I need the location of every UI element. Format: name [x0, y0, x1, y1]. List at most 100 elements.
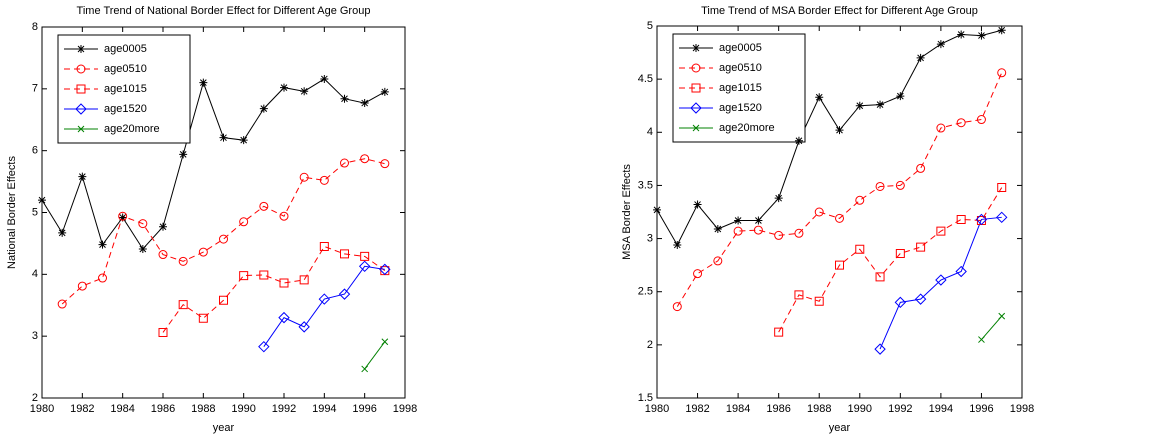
marker	[855, 244, 865, 254]
marker	[318, 293, 331, 305]
marker	[774, 194, 783, 203]
marker	[653, 205, 661, 214]
marker	[320, 74, 329, 83]
marker	[319, 242, 329, 252]
marker	[895, 248, 905, 258]
y-tick-label: 3.5	[638, 179, 653, 191]
legend-label: age1015	[104, 83, 147, 95]
marker	[199, 78, 208, 87]
legend-label: age0005	[104, 43, 147, 55]
x-tick-label: 1986	[151, 403, 175, 415]
marker	[78, 172, 87, 181]
x-tick-label: 1982	[70, 403, 94, 415]
marker	[361, 365, 369, 373]
marker	[875, 181, 885, 191]
marker	[896, 92, 905, 101]
legend-marker	[692, 124, 700, 132]
marker	[835, 126, 844, 135]
marker	[794, 290, 804, 300]
x-tick-label: 1990	[231, 403, 255, 415]
marker	[179, 150, 188, 159]
marker	[279, 278, 289, 288]
legend-label: age0510	[719, 62, 762, 74]
marker	[159, 222, 167, 231]
marker	[693, 269, 703, 279]
y-tick-label: 7	[32, 83, 38, 95]
legend-marker	[75, 103, 87, 115]
series-line	[41, 78, 386, 250]
marker	[713, 225, 722, 234]
legend-marker	[691, 63, 701, 73]
x-tick-label: 1996	[969, 403, 993, 415]
x-tick-label: 1994	[312, 403, 336, 415]
marker	[279, 211, 289, 221]
marker	[874, 343, 886, 355]
marker	[380, 159, 390, 169]
x-tick-label: 1998	[393, 403, 417, 415]
y-tick-label: 3	[647, 232, 653, 244]
marker	[118, 211, 128, 221]
series-line	[879, 216, 1002, 350]
marker	[340, 94, 349, 103]
y-tick-label: 5	[32, 206, 38, 218]
marker	[876, 100, 885, 109]
marker	[916, 53, 925, 62]
series-line	[778, 187, 1003, 333]
marker	[713, 256, 723, 266]
marker	[956, 118, 966, 128]
marker	[956, 214, 966, 224]
marker	[259, 104, 268, 113]
y-axis-label: MSA Border Effects	[621, 164, 633, 260]
marker	[855, 101, 864, 110]
legend-marker	[77, 45, 85, 53]
marker	[380, 87, 389, 96]
marker	[957, 30, 966, 39]
y-tick-label: 8	[32, 21, 38, 33]
x-tick-label: 1988	[191, 403, 215, 415]
chart: Time Trend of MSA Border Effect for Diff…	[621, 5, 1034, 434]
marker	[794, 136, 803, 145]
y-tick-label: 2	[647, 339, 653, 351]
marker	[815, 93, 824, 102]
marker	[158, 250, 168, 260]
series-line	[263, 265, 385, 347]
marker	[936, 123, 946, 133]
x-tick-label: 1992	[888, 403, 912, 415]
legend-marker	[691, 83, 701, 93]
marker	[298, 321, 310, 333]
marker	[340, 249, 349, 259]
marker	[814, 207, 824, 217]
marker	[258, 340, 270, 353]
marker	[835, 260, 844, 270]
chart: Time Trend of National Border Effect for…	[6, 5, 417, 434]
marker	[239, 217, 249, 227]
y-tick-label: 6	[32, 145, 38, 157]
legend-label: age0005	[719, 42, 762, 54]
marker	[239, 271, 249, 281]
marker	[178, 256, 188, 266]
marker	[916, 242, 926, 252]
marker	[98, 273, 107, 283]
marker	[996, 211, 1008, 224]
marker	[379, 263, 391, 276]
marker	[178, 300, 188, 310]
marker	[219, 234, 228, 244]
marker	[875, 272, 885, 282]
marker	[894, 296, 907, 309]
marker	[693, 200, 702, 209]
marker	[672, 302, 682, 312]
marker	[754, 216, 763, 225]
marker	[734, 216, 743, 225]
series-line	[61, 158, 385, 305]
marker	[360, 251, 370, 261]
legend-label: age1520	[104, 103, 147, 115]
legend-label: age20more	[719, 122, 775, 134]
legend-label: age1015	[719, 82, 762, 94]
series-line	[676, 72, 1003, 307]
marker	[340, 158, 349, 168]
series-line	[981, 315, 1003, 340]
marker	[381, 338, 389, 346]
marker	[733, 226, 743, 236]
marker	[380, 266, 390, 276]
